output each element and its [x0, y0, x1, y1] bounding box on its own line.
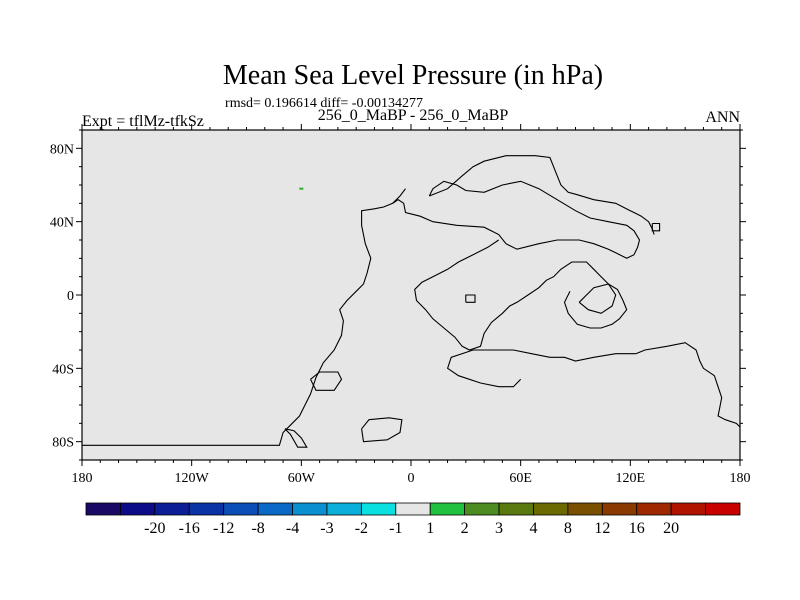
chart-subtitle: rmsd= 0.196614 diff= -0.00134277 [225, 96, 423, 111]
y-tick-label: 40S [52, 362, 74, 377]
coastline-segment [414, 239, 628, 351]
colorbar-swatch [498, 502, 534, 516]
colorbar-label: 16 [629, 520, 645, 537]
colorbar-swatch [154, 502, 190, 516]
colorbar-label: 2 [461, 520, 469, 537]
colorbar-swatch [601, 502, 638, 516]
colorbar-label: 20 [663, 520, 679, 537]
colorbar: -20 -16 -12 -8 -4 -3 -2 -1 1 2 3 4 8 12 16 20 [85, 502, 741, 537]
colorbar-swatch [257, 502, 293, 516]
coastline-segment [310, 371, 343, 391]
colorbar-label: -8 [251, 520, 264, 537]
x-axis-ticks: 180 120W 60W 0 60E 120E 180 [72, 124, 751, 486]
colorbar-swatch [223, 502, 259, 516]
coastline-segment [635, 342, 741, 428]
y-axis-ticks: 80N 40N 0 40S 80S [50, 129, 746, 461]
colorbar-label: -16 [179, 520, 200, 537]
colorbar-swatch [705, 502, 741, 516]
colorbar-swatch [326, 502, 362, 516]
x-tick-label: 180 [730, 471, 751, 486]
coastline-segment [284, 428, 308, 448]
colorbar-swatch [292, 502, 328, 516]
colorbar-label: 1 [426, 520, 434, 537]
x-tick-label: 180 [72, 471, 93, 486]
coastlines [82, 155, 741, 448]
colorbar-label: -12 [213, 520, 234, 537]
x-tick-label: 60W [288, 471, 316, 486]
colorbar-swatch [85, 502, 121, 516]
map-field [82, 130, 740, 460]
coastline-segment [465, 294, 476, 303]
colorbar-swatch [670, 502, 706, 516]
coastline-segment [392, 188, 406, 204]
colorbar-swatch [188, 502, 225, 516]
colorbar-swatch [567, 502, 603, 516]
colorbar-label: -2 [355, 520, 368, 537]
case-label: 256_0_MaBP - 256_0_MaBP [318, 107, 509, 124]
colorbar-label: 3 [495, 520, 503, 537]
colorbar-swatch [395, 502, 431, 516]
coastline-segment [446, 349, 636, 388]
colorbar-swatch [429, 502, 466, 516]
y-tick-label: 0 [67, 289, 74, 304]
experiment-label: Expt = tflMz-tfkSz [82, 113, 204, 130]
x-tick-label: 0 [408, 471, 415, 486]
colorbar-label: 4 [529, 520, 537, 537]
colorbar-label: -20 [144, 520, 165, 537]
y-tick-label: 40N [50, 216, 74, 231]
colorbar-swatch [120, 502, 156, 516]
colorbar-label: -3 [320, 520, 333, 537]
colorbar-swatch [464, 502, 500, 516]
x-tick-label: 120E [616, 471, 646, 486]
coastline-segment [651, 222, 661, 232]
field-features [299, 187, 304, 190]
colorbar-label: -4 [286, 520, 299, 537]
x-tick-label: 120W [175, 471, 210, 486]
chart-title: Mean Sea Level Pressure (in hPa) [223, 60, 603, 91]
colorbar-label: 8 [564, 520, 572, 537]
season-label: ANN [705, 109, 740, 126]
y-tick-label: 80S [52, 436, 74, 451]
colorbar-swatch [360, 502, 397, 516]
colorbar-swatch [636, 502, 672, 516]
coastline-segment [82, 180, 641, 446]
colorbar-label: -1 [389, 520, 402, 537]
coastline-segment [429, 155, 655, 235]
positive-anomaly-spot [299, 187, 304, 190]
x-tick-label: 60E [509, 471, 532, 486]
coastline-segment [578, 283, 617, 314]
colorbar-label: 12 [594, 520, 610, 537]
colorbar-swatch [533, 502, 569, 516]
y-tick-label: 80N [50, 142, 74, 157]
coastline-segment [361, 417, 403, 443]
